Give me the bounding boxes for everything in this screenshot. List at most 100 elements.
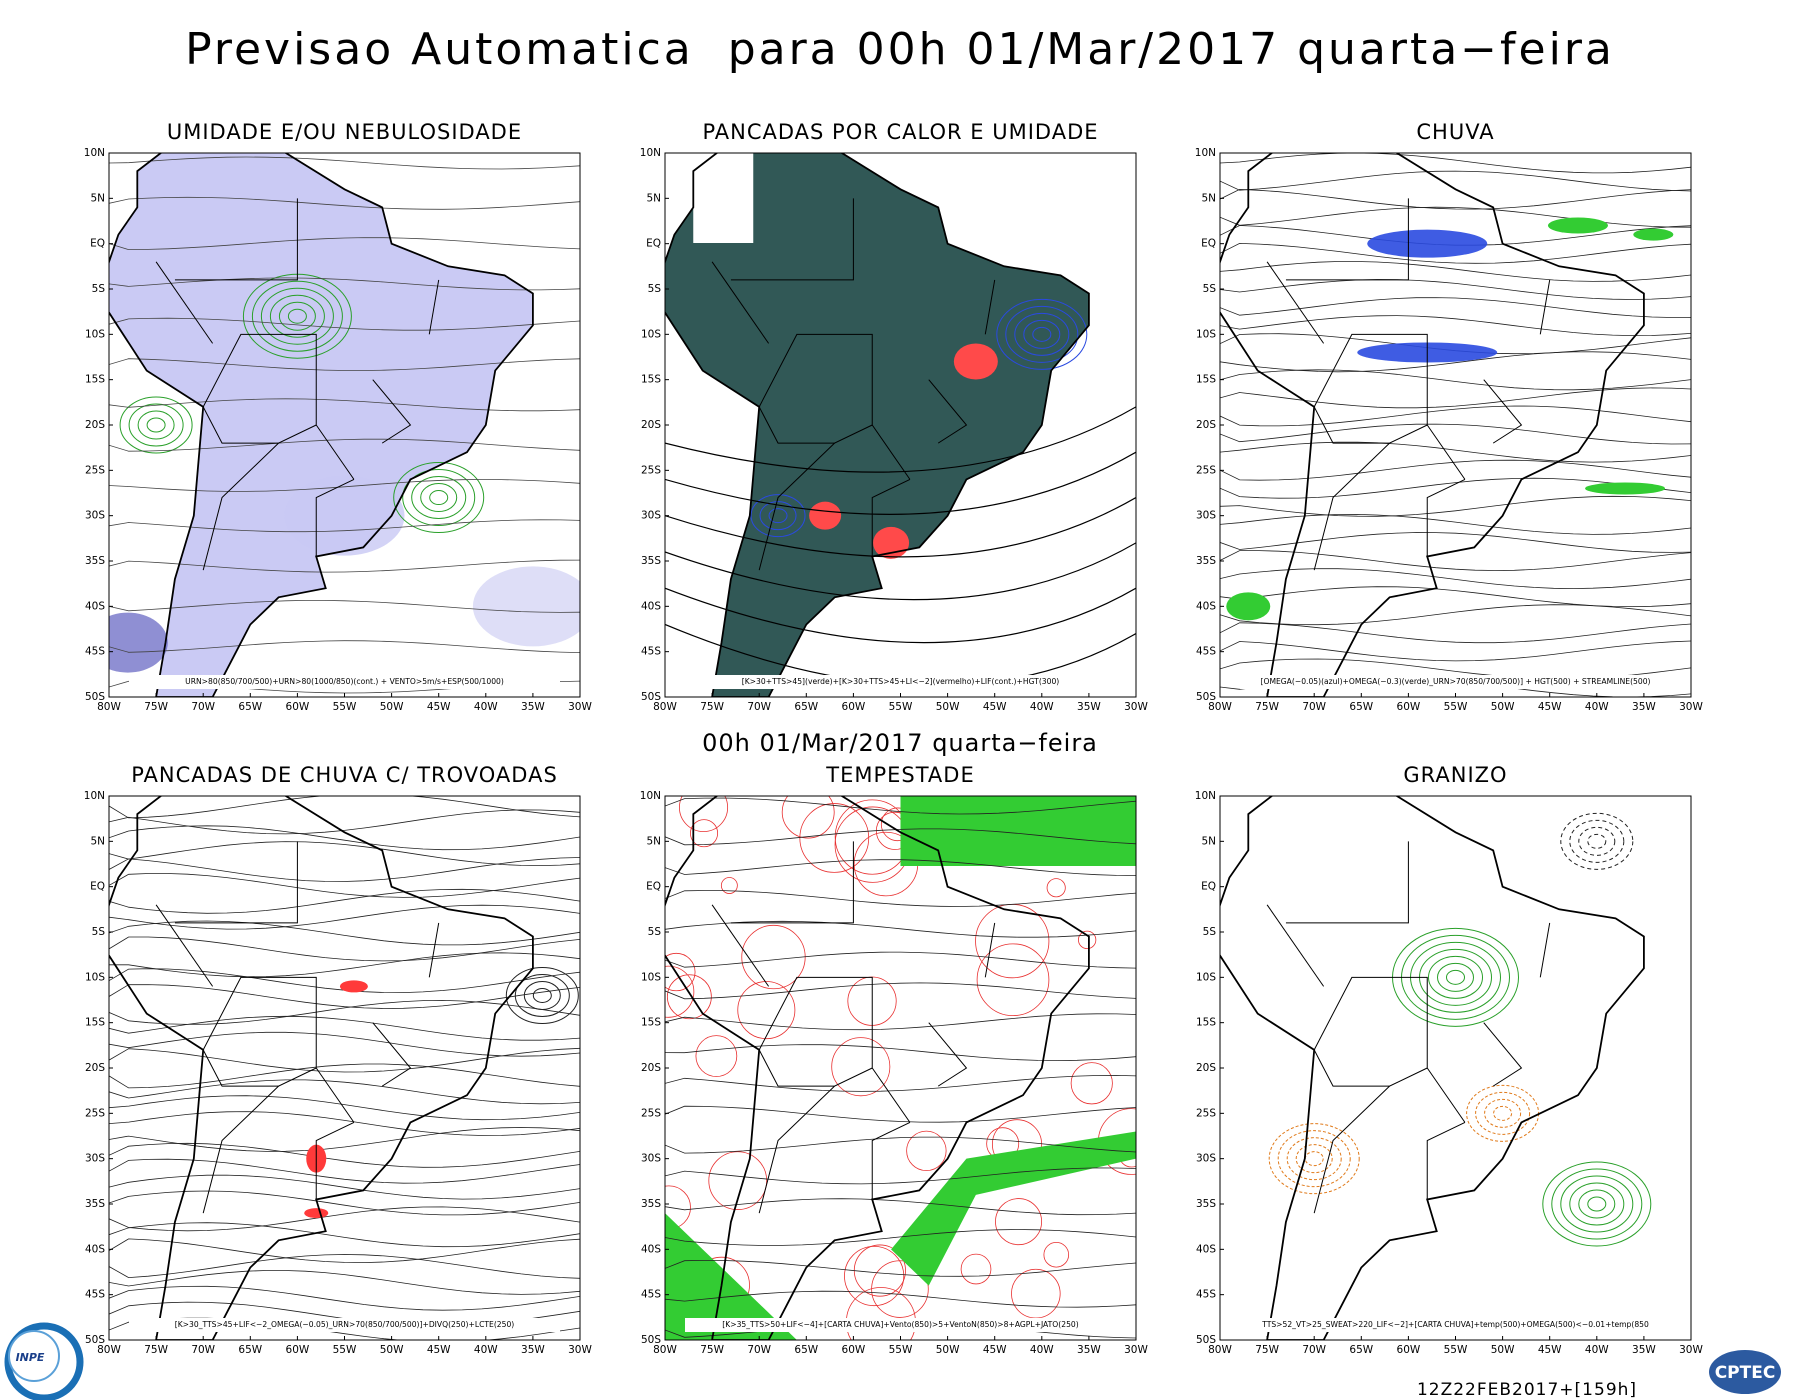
contour [1587, 1196, 1607, 1212]
lon-label: 40W [1030, 1344, 1054, 1356]
streamline [665, 1198, 1136, 1216]
streamline [109, 1127, 580, 1152]
lon-label: 70W [191, 701, 215, 713]
map-area [665, 796, 1136, 1340]
streamline [1220, 459, 1691, 481]
streamline [1220, 279, 1691, 300]
lon-label: 80W [653, 701, 677, 713]
contour [759, 501, 797, 531]
lon-label: 70W [1302, 1344, 1326, 1356]
lon-label: 45W [1538, 1344, 1562, 1356]
contour [1560, 812, 1634, 870]
shaded-area [1585, 482, 1666, 495]
temp-contour [720, 877, 738, 894]
border [315, 478, 355, 557]
contour [411, 476, 467, 520]
streamline [1220, 423, 1691, 445]
streamline [109, 519, 580, 533]
lat-label: 45S [1196, 646, 1216, 658]
contour [505, 966, 579, 1024]
streamline [1220, 405, 1691, 427]
streamline [1220, 387, 1691, 409]
temp-contour [708, 1151, 768, 1210]
contour [514, 973, 570, 1017]
caption-box [1240, 675, 1671, 689]
streamline [109, 1142, 580, 1168]
instability-area [665, 153, 1089, 697]
logo-text: INPE [16, 1351, 45, 1364]
streamline [665, 1136, 1136, 1154]
lon-label: 75W [144, 701, 168, 713]
caption-box [129, 1318, 560, 1332]
shaded-area [284, 475, 405, 556]
lon-label: 40W [474, 701, 498, 713]
lat-label: 50S [85, 691, 105, 703]
shaded-area [1226, 592, 1271, 621]
lon-label: 60W [1397, 1344, 1421, 1356]
lat-label: 40S [85, 1243, 105, 1255]
temp-contour [976, 943, 1050, 1017]
streamline [109, 1270, 580, 1295]
lon-label: 75W [1255, 1344, 1279, 1356]
contour [1560, 1175, 1634, 1233]
lat-label: 20S [1196, 1062, 1216, 1074]
lon-label: 50W [380, 701, 404, 713]
streamline [109, 196, 580, 210]
wind-band [900, 796, 1136, 866]
contour [1268, 1123, 1360, 1195]
lat-label: 10S [85, 328, 105, 340]
streamline [109, 277, 580, 291]
map-panel: PANCADAS POR CALOR E UMIDADE [K>30+TTS>45… [640, 120, 1149, 713]
lon-label: 70W [747, 1344, 771, 1356]
streamline [1220, 622, 1691, 644]
border [1313, 406, 1428, 444]
lon-label: 50W [1491, 701, 1515, 713]
lon-label: 50W [380, 1344, 404, 1356]
shaded-area [1633, 228, 1674, 241]
lon-label: 60W [1397, 701, 1421, 713]
lat-label: 10N [84, 147, 105, 159]
shaded-area [1367, 229, 1488, 258]
streamline [665, 828, 1136, 846]
lon-label: 60W [842, 1344, 866, 1356]
lat-label: 5S [92, 926, 106, 938]
border [758, 333, 911, 480]
border [315, 1121, 355, 1200]
map-area [109, 153, 580, 697]
lat-label: 35S [1196, 1198, 1216, 1210]
lat-label: 5S [92, 283, 106, 295]
lon-label: 80W [1208, 701, 1232, 713]
contour [1551, 1168, 1643, 1240]
contour [251, 280, 343, 352]
streamline [109, 479, 580, 492]
lat-label: 5S [1203, 283, 1217, 295]
lat-label: 10S [1196, 328, 1216, 340]
border [711, 904, 770, 987]
lat-label: 25S [641, 464, 661, 476]
lat-label: EQ [90, 238, 105, 250]
lat-label: 25S [1196, 1107, 1216, 1119]
temp-contour [665, 965, 695, 1018]
lat-label: 45S [85, 1289, 105, 1301]
lat-label: 30S [1196, 510, 1216, 522]
lon-label: 35W [1077, 701, 1101, 713]
temp-contour [679, 796, 729, 832]
border [984, 922, 996, 978]
contour [1569, 819, 1625, 863]
lon-label: 55W [1444, 1344, 1468, 1356]
panel-title: GRANIZO [1403, 763, 1507, 787]
lat-label: 45S [1196, 1289, 1216, 1301]
streamline [109, 559, 580, 573]
streamline [665, 951, 1136, 969]
lat-label: 35S [85, 1198, 105, 1210]
streamline [109, 841, 580, 867]
streamline [109, 873, 580, 898]
lon-label: 75W [1255, 701, 1279, 713]
shaded-area [953, 343, 998, 380]
border [1266, 261, 1325, 344]
coastline [665, 796, 1090, 1340]
lon-label: 75W [700, 1344, 724, 1356]
streamline [1220, 369, 1691, 391]
contour [1484, 1098, 1522, 1128]
lat-label: 25S [1196, 464, 1216, 476]
